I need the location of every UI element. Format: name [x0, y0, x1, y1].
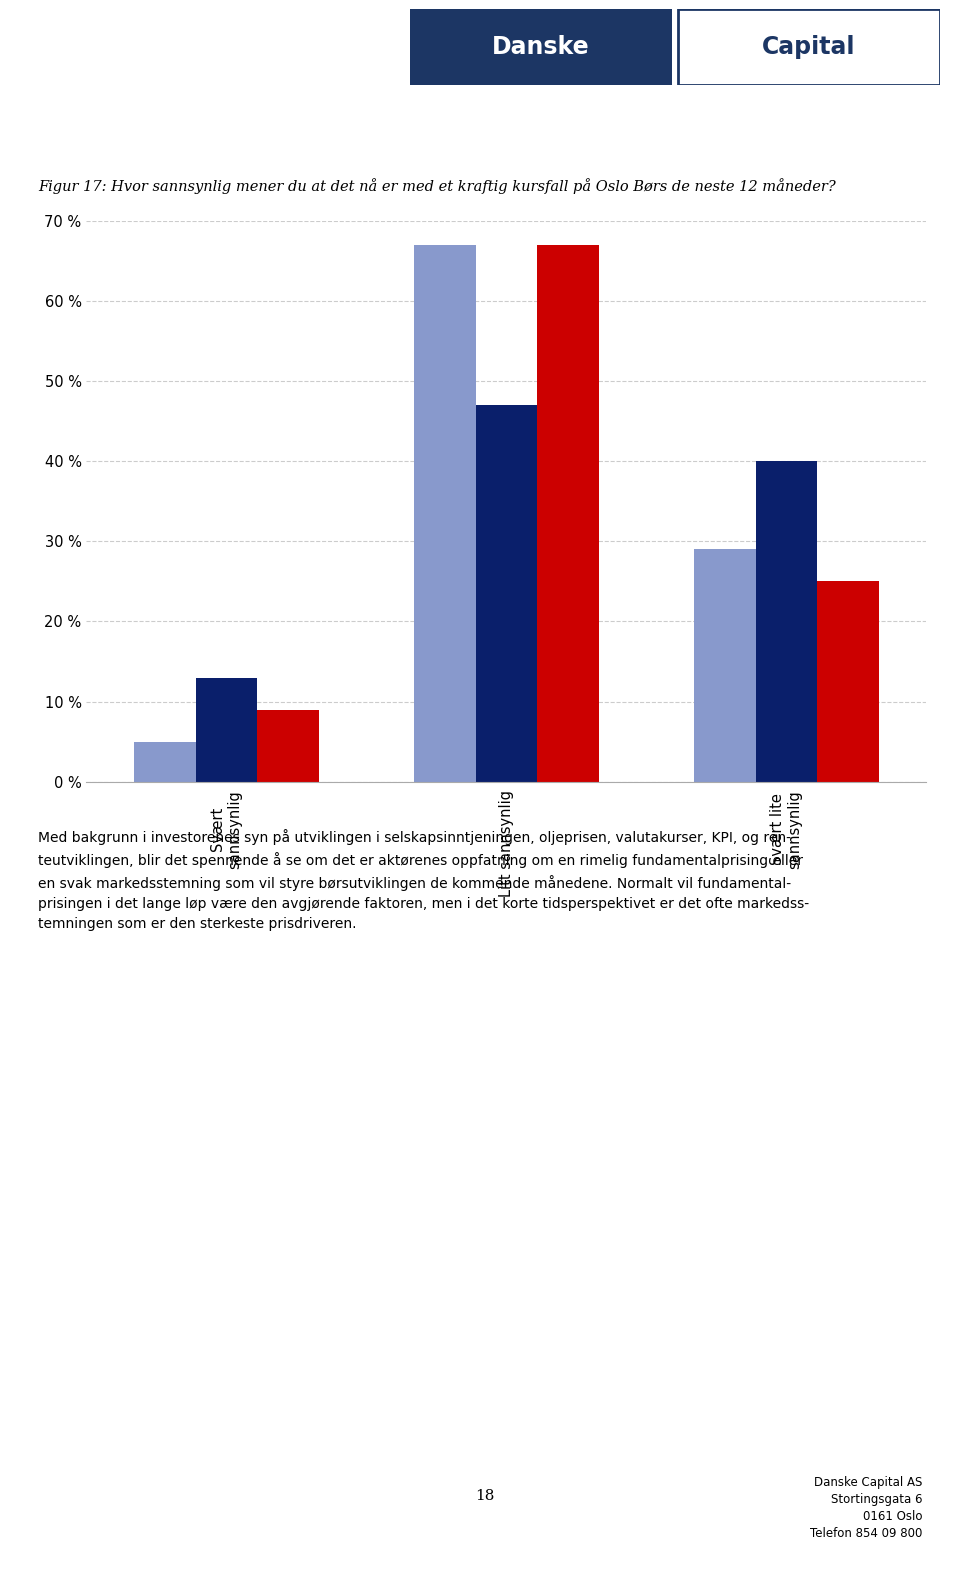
- Text: Figur 17: Hvor sannsynlig mener du at det nå er med et kraftig kursfall på Oslo : Figur 17: Hvor sannsynlig mener du at de…: [38, 178, 836, 194]
- Bar: [196, 677, 257, 782]
- Text: Danske: Danske: [492, 35, 589, 60]
- Bar: [678, 9, 940, 85]
- Text: Danske Capital AS
Stortingsgata 6
0161 Oslo
Telefon 854 09 800: Danske Capital AS Stortingsgata 6 0161 O…: [810, 1476, 923, 1541]
- Bar: [257, 709, 319, 782]
- Text: Capital: Capital: [761, 35, 855, 60]
- Text: Med bakgrunn i investorenes syn på utviklingen i selskapsinntjeningen, oljeprise: Med bakgrunn i investorenes syn på utvik…: [38, 829, 809, 932]
- Bar: [134, 742, 196, 782]
- Bar: [756, 461, 817, 782]
- Bar: [694, 549, 756, 782]
- Text: 18: 18: [475, 1489, 494, 1503]
- Bar: [538, 245, 599, 782]
- Bar: [410, 9, 672, 85]
- Bar: [414, 245, 475, 782]
- Bar: [475, 406, 538, 782]
- Bar: [817, 581, 878, 782]
